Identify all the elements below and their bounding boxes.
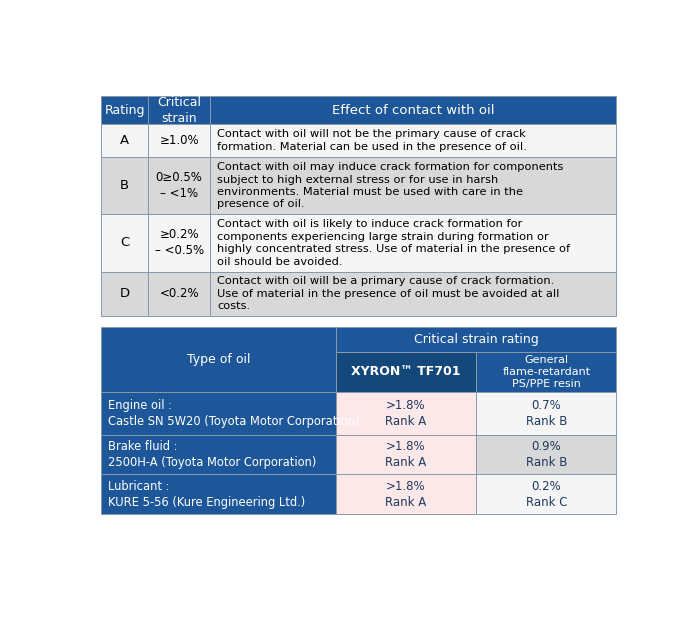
Bar [335, 327, 617, 352]
Text: Contact with oil will not be the primary cause of crack
formation. Material can : Contact with oil will not be the primary… [218, 129, 527, 152]
Bar [335, 392, 476, 435]
Bar [210, 124, 617, 157]
Text: ≥0.2%
– <0.5%: ≥0.2% – <0.5% [155, 229, 204, 258]
Text: B: B [120, 179, 129, 192]
Bar [101, 214, 148, 272]
Text: Lubricant :
KURE 5-56 (Kure Engineering Ltd.): Lubricant : KURE 5-56 (Kure Engineering … [108, 479, 305, 509]
Bar [210, 96, 617, 124]
Text: >1.8%
Rank A: >1.8% Rank A [385, 399, 426, 428]
Bar [101, 272, 148, 316]
Bar [148, 124, 210, 157]
Text: <0.2%: <0.2% [160, 287, 199, 301]
Bar [476, 435, 617, 474]
Text: Effect of contact with oil: Effect of contact with oil [332, 103, 495, 117]
Text: General
flame-retardant
PS/PPE resin: General flame-retardant PS/PPE resin [503, 355, 590, 389]
Bar [335, 352, 476, 392]
Text: Critical strain rating: Critical strain rating [414, 333, 538, 346]
Text: Type of oil: Type of oil [187, 353, 250, 366]
Text: A: A [120, 134, 129, 147]
Text: ≥1.0%: ≥1.0% [160, 134, 199, 147]
Bar [101, 474, 335, 514]
Text: XYRON™ TF701: XYRON™ TF701 [351, 365, 461, 379]
Bar [101, 157, 148, 214]
Text: 0≥0.5%
– <1%: 0≥0.5% – <1% [155, 171, 202, 200]
Text: Contact with oil is likely to induce crack formation for
components experiencing: Contact with oil is likely to induce cra… [218, 219, 570, 266]
Text: 0.2%
Rank C: 0.2% Rank C [526, 479, 567, 509]
Bar [476, 474, 617, 514]
Text: >1.8%
Rank A: >1.8% Rank A [385, 479, 426, 509]
Bar [148, 96, 210, 124]
Text: >1.8%
Rank A: >1.8% Rank A [385, 440, 426, 469]
Bar [210, 272, 617, 316]
Bar [210, 157, 617, 214]
Text: C: C [120, 236, 129, 249]
Bar [148, 157, 210, 214]
Bar [335, 435, 476, 474]
Bar [101, 435, 335, 474]
Bar [335, 474, 476, 514]
Text: D: D [120, 287, 130, 301]
Bar [148, 272, 210, 316]
Bar [148, 214, 210, 272]
Bar [101, 327, 335, 392]
Text: 0.9%
Rank B: 0.9% Rank B [526, 440, 567, 469]
Bar [101, 124, 148, 157]
Text: Brake fluid :
2500H-A (Toyota Motor Corporation): Brake fluid : 2500H-A (Toyota Motor Corp… [108, 440, 316, 469]
Text: Contact with oil will be a primary cause of crack formation.
Use of material in : Contact with oil will be a primary cause… [218, 277, 560, 311]
Text: Rating: Rating [104, 103, 145, 117]
Bar [101, 392, 335, 435]
Bar [476, 352, 617, 392]
Text: Contact with oil may induce crack formation for components
subject to high exter: Contact with oil may induce crack format… [218, 162, 564, 209]
Text: Engine oil :
Castle SN 5W20 (Toyota Motor Corporation): Engine oil : Castle SN 5W20 (Toyota Moto… [108, 399, 360, 428]
Bar [101, 96, 148, 124]
Text: 0.7%
Rank B: 0.7% Rank B [526, 399, 567, 428]
Text: Critical
strain: Critical strain [157, 96, 201, 125]
Bar [210, 214, 617, 272]
Bar [476, 392, 617, 435]
